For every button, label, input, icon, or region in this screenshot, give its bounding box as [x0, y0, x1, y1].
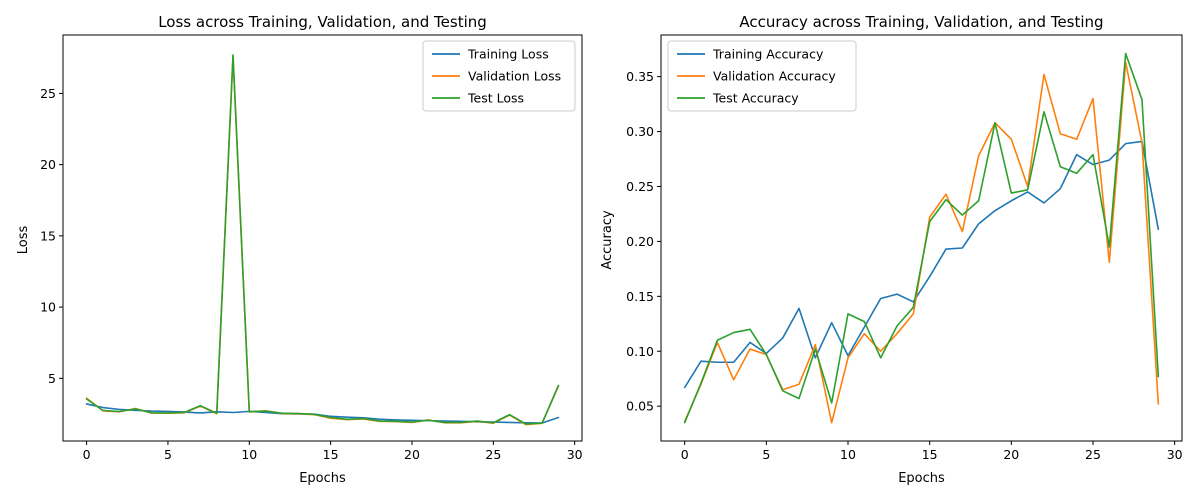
accuracy-x-tick-label: 25	[1085, 447, 1101, 462]
loss-x-tick-label: 0	[83, 447, 91, 462]
accuracy-y-tick-label: 0.15	[626, 289, 654, 304]
loss-x-tick-label: 5	[164, 447, 172, 462]
accuracy-x-tick-label: 5	[762, 447, 770, 462]
accuracy-x-tick-label: 30	[1167, 447, 1183, 462]
loss-y-tick-label: 15	[40, 228, 56, 243]
accuracy-y-tick-label: 0.30	[626, 124, 654, 139]
accuracy-chart-title: Accuracy across Training, Validation, an…	[739, 13, 1103, 31]
loss-x-tick-label: 15	[323, 447, 339, 462]
validation-loss-legend-label: Validation Loss	[468, 69, 561, 84]
accuracy-plot-area: 0 5 10 15 20 25 30 0.05 0.10 0.15 0.20 0.25 0.30 0.35	[626, 52, 1183, 462]
loss-y-tick-label: 5	[48, 371, 56, 386]
test-loss-line	[85, 54, 560, 425]
validation-accuracy-line	[683, 61, 1160, 424]
accuracy-y-tick-label: 0.35	[626, 69, 654, 84]
loss-chart-title: Loss across Training, Validation, and Te…	[158, 13, 487, 31]
training-loss-legend-label: Training Loss	[467, 47, 549, 62]
loss-axes-frame	[62, 34, 583, 442]
accuracy-y-tick-label: 0.20	[626, 234, 654, 249]
loss-y-tick-label: 10	[40, 300, 56, 315]
loss-legend: Training Loss Validation Loss Test Loss	[422, 40, 576, 112]
accuracy-y-tick-label: 0.25	[626, 179, 654, 194]
accuracy-y-tick-label: 0.10	[626, 344, 654, 359]
loss-x-tick-label: 30	[567, 447, 583, 462]
loss-chart-y-axis-label: Loss	[16, 226, 31, 255]
training-accuracy-legend-label: Training Accuracy	[712, 47, 824, 62]
accuracy-x-tick-label: 20	[1003, 447, 1019, 462]
loss-plot-area: 0 5 10 15 20 25 30 5 10 15 20 25	[40, 54, 583, 462]
loss-x-tick-label: 20	[404, 447, 420, 462]
accuracy-chart-x-axis-label: Epochs	[898, 471, 945, 486]
loss-x-tick-label: 25	[485, 447, 501, 462]
accuracy-legend: Training Accuracy Validation Accuracy Test…	[667, 40, 857, 112]
accuracy-chart: Accuracy across Training, Validation, an…	[600, 13, 1183, 486]
loss-x-tick-label: 10	[241, 447, 257, 462]
validation-accuracy-legend-label: Validation Accuracy	[713, 69, 836, 84]
test-accuracy-legend-label: Test Accuracy	[712, 91, 799, 106]
accuracy-x-tick-label: 10	[840, 447, 856, 462]
accuracy-x-tick-label: 0	[681, 447, 689, 462]
loss-y-tick-label: 25	[40, 86, 56, 101]
accuracy-chart-y-axis-label: Accuracy	[600, 210, 615, 270]
loss-y-tick-label: 20	[40, 157, 56, 172]
accuracy-y-tick-label: 0.05	[626, 399, 654, 414]
accuracy-legend-box	[667, 40, 857, 112]
validation-loss-line	[85, 55, 560, 426]
accuracy-x-tick-label: 15	[922, 447, 938, 462]
test-accuracy-line	[683, 52, 1160, 424]
loss-chart-x-axis-label: Epochs	[299, 471, 346, 486]
loss-legend-box	[422, 40, 576, 112]
test-loss-legend-label: Test Loss	[467, 91, 524, 106]
loss-chart: Loss across Training, Validation, and Te…	[16, 13, 583, 486]
accuracy-axes-frame	[660, 34, 1183, 442]
